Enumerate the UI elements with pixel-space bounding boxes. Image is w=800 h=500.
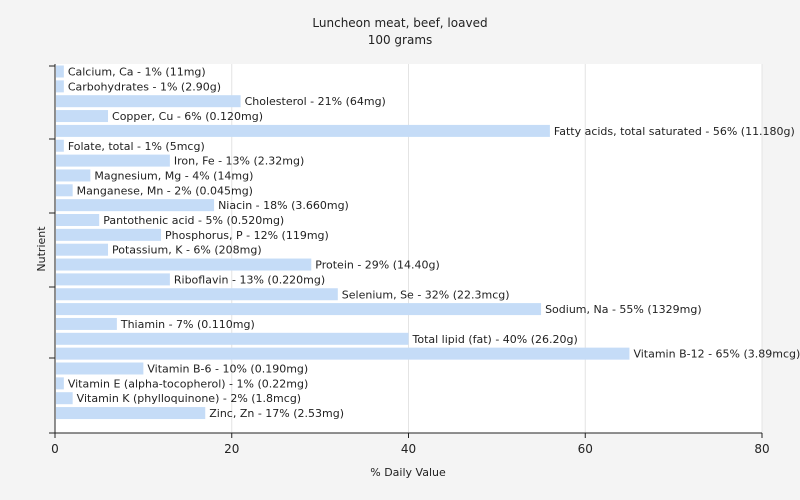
bar-label: Selenium, Se - 32% (22.3mcg) <box>342 288 510 301</box>
bar <box>56 154 170 167</box>
bar-label: Vitamin B-6 - 10% (0.190mg) <box>147 363 308 376</box>
bar-label: Phosphorus, P - 12% (119mg) <box>165 229 329 242</box>
bar-label: Niacin - 18% (3.660mg) <box>218 199 349 212</box>
bar <box>56 65 64 78</box>
bar <box>56 392 73 405</box>
bar <box>56 303 542 316</box>
bar <box>56 332 409 345</box>
bar <box>56 258 312 271</box>
bar <box>56 377 64 390</box>
x-tick-label: 0 <box>51 442 59 456</box>
bar-label: Total lipid (fat) - 40% (26.20g) <box>412 333 578 346</box>
bar-label: Vitamin E (alpha-tocopherol) - 1% (0.22m… <box>68 377 308 390</box>
bar-label: Manganese, Mn - 2% (0.045mg) <box>77 184 253 197</box>
bar <box>56 347 630 360</box>
x-axis-label: % Daily Value <box>370 466 446 479</box>
bar-label: Copper, Cu - 6% (0.120mg) <box>112 110 263 123</box>
bar-label: Zinc, Zn - 17% (2.53mg) <box>209 407 344 420</box>
axes: 0 20 40 60 80 <box>49 64 770 456</box>
bar-label: Iron, Fe - 13% (2.32mg) <box>174 155 304 168</box>
x-tick-label: 60 <box>578 442 593 456</box>
bar <box>56 214 100 226</box>
bar <box>56 80 64 93</box>
x-tick-label: 40 <box>401 442 416 456</box>
bar-label: Potassium, K - 6% (208mg) <box>112 244 262 257</box>
bar <box>56 243 109 256</box>
bar <box>56 317 117 330</box>
bar-label: Protein - 29% (14.40g) <box>315 259 440 272</box>
bar <box>56 184 73 197</box>
bar <box>56 273 170 286</box>
chart-subtitle: 100 grams <box>368 33 433 47</box>
bar <box>56 288 338 301</box>
bar <box>56 95 241 108</box>
chart-title: Luncheon meat, beef, loaved <box>312 16 487 30</box>
bar-label: Calcium, Ca - 1% (11mg) <box>68 66 206 79</box>
bars: Calcium, Ca - 1% (11mg)Carbohydrates - 1… <box>56 65 800 420</box>
bar-label: Pantothenic acid - 5% (0.520mg) <box>103 214 284 227</box>
bar-label: Vitamin B-12 - 65% (3.89mcg) <box>633 348 800 361</box>
bar <box>56 110 109 123</box>
bar-label: Cholesterol - 21% (64mg) <box>245 95 386 108</box>
x-tick-label: 80 <box>754 442 769 456</box>
bar-label: Fatty acids, total saturated - 56% (11.1… <box>554 125 795 138</box>
bar-label: Vitamin K (phylloquinone) - 2% (1.8mcg) <box>77 392 301 405</box>
bar-label: Carbohydrates - 1% (2.90g) <box>68 80 221 93</box>
y-axis-label: Nutrient <box>35 226 48 272</box>
bar-label: Magnesium, Mg - 4% (14mg) <box>94 169 253 182</box>
bar-label: Folate, total - 1% (5mcg) <box>68 140 205 153</box>
bar <box>56 169 91 182</box>
bar <box>56 228 162 241</box>
bar-label: Thiamin - 7% (0.110mg) <box>120 318 255 331</box>
bar <box>56 407 206 420</box>
bar-label: Sodium, Na - 55% (1329mg) <box>545 303 702 316</box>
bar <box>56 124 550 137</box>
bar <box>56 139 64 152</box>
x-tick-label: 20 <box>224 442 239 456</box>
bar <box>56 362 144 375</box>
bar-label: Riboflavin - 13% (0.220mg) <box>174 273 325 286</box>
bar <box>56 199 215 212</box>
